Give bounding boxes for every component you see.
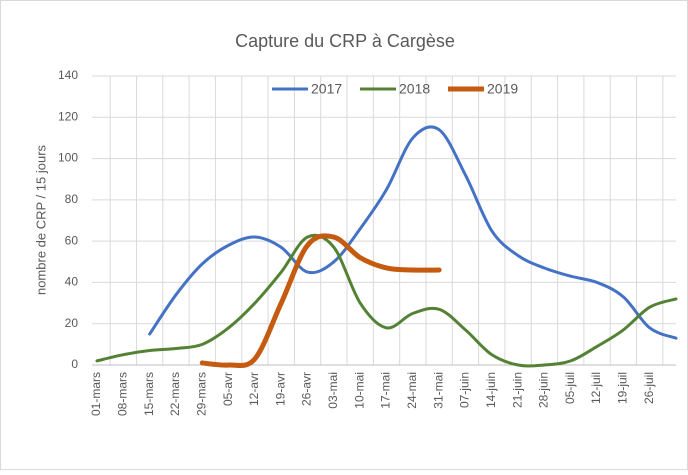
legend-label: 2017 (311, 81, 342, 97)
x-tick-label: 17-mai (379, 372, 393, 409)
y-axis-label: nombre de CRP / 15 jours (33, 144, 48, 295)
x-tick-label: 07-juin (458, 372, 472, 408)
y-tick-label: 0 (71, 357, 78, 371)
chart-title: Capture du CRP à Cargèse (235, 31, 455, 51)
x-tick-label: 29-mars (194, 372, 208, 416)
line-series (199, 233, 442, 369)
y-tick-label: 60 (65, 233, 79, 247)
x-tick-label: 12-avr (247, 372, 261, 406)
y-tick-label: 120 (58, 109, 78, 123)
x-tick-label: 14-juin (484, 372, 498, 408)
x-tick-label: 15-mars (142, 372, 156, 416)
y-tick-label: 100 (58, 151, 78, 165)
y-tick-label: 20 (65, 316, 79, 330)
x-tick-label: 22-mars (168, 372, 182, 416)
y-tick-label: 80 (65, 192, 79, 206)
x-tick-label: 28-juin (537, 372, 551, 408)
x-tick-label: 05-juil (563, 372, 577, 404)
x-tick-label: 21-juin (510, 372, 524, 408)
legend-label: 2019 (487, 81, 518, 97)
x-tick-label: 10-mai (352, 372, 366, 409)
x-tick-label: 08-mars (115, 372, 129, 416)
x-tick-label: 19-avr (273, 372, 287, 406)
legend-label: 2018 (399, 81, 430, 97)
y-tick-label: 40 (65, 275, 79, 289)
x-tick-label: 05-avr (221, 372, 235, 406)
line-series (95, 233, 678, 368)
x-tick-label: 03-mai (326, 372, 340, 409)
line-series (148, 125, 678, 340)
x-tick-label: 26-avr (300, 372, 314, 406)
y-tick-label: 140 (58, 68, 78, 82)
x-tick-label: 31-mai (431, 372, 445, 409)
x-tick-label: 24-mai (405, 372, 419, 409)
x-tick-label: 12-juil (589, 372, 603, 404)
x-tick-label: 01-mars (89, 372, 103, 416)
x-tick-label: 26-juil (642, 372, 656, 404)
x-tick-label: 19-juil (616, 372, 630, 404)
